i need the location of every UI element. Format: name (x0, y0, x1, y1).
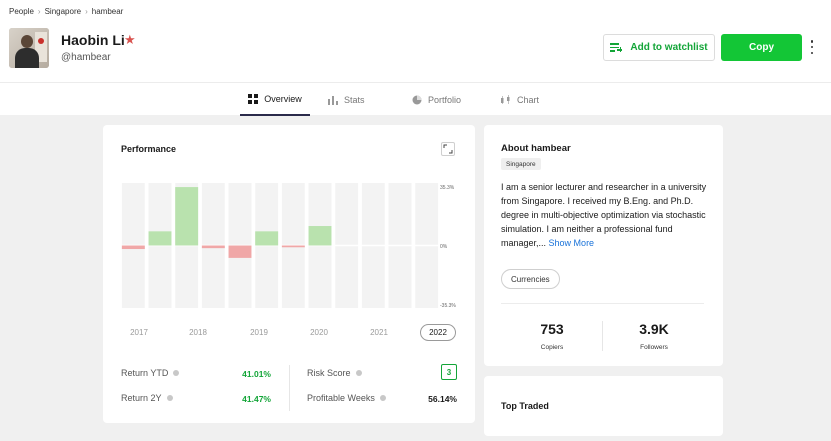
tab-overview[interactable]: Overview (240, 83, 310, 116)
followers-label: Followers (640, 344, 668, 351)
bar-month-7[interactable] (281, 245, 305, 248)
followers-value: 3.9K (639, 321, 669, 337)
watchlist-add-icon (610, 43, 623, 52)
copy-button[interactable]: Copy (721, 34, 802, 61)
about-bio: I am a senior lecturer and researcher in… (501, 180, 711, 250)
return-ytd-value: 41.01% (242, 369, 271, 379)
year-2018[interactable]: 2018 (189, 328, 207, 337)
info-icon[interactable] (173, 370, 180, 376)
year-2019[interactable]: 2019 (250, 328, 268, 337)
year-2022[interactable]: 2022 (420, 324, 456, 341)
currencies-tag[interactable]: Currencies (501, 269, 560, 289)
info-icon[interactable] (379, 395, 386, 401)
tab-stats[interactable]: Stats (328, 83, 365, 116)
country-badge: Singapore (501, 158, 541, 170)
return-2y-label: Return 2Y (121, 393, 173, 403)
performance-title: Performance (121, 144, 177, 154)
copiers-label: Copiers (540, 344, 564, 351)
bar-month-3[interactable] (175, 187, 199, 246)
bio-text: I am a senior lecturer and researcher in… (501, 182, 707, 248)
metric-divider (602, 321, 603, 351)
top-traded-title: Top Traded (501, 401, 549, 411)
grid-icon (248, 93, 259, 104)
performance-chart (120, 183, 440, 308)
about-title: About hambear (501, 143, 571, 154)
performance-card: Performance 35.3% 0% -35.3% 2017 2018 20… (103, 125, 475, 423)
pie-chart-icon (412, 95, 422, 104)
profile-tabs: Overview Stats Portfolio Chart (0, 82, 831, 116)
bar-month-4[interactable] (201, 245, 225, 249)
copiers-value: 753 (540, 321, 564, 337)
risk-score-text: Risk Score (307, 368, 351, 378)
tab-chart-label: Chart (517, 94, 540, 105)
tab-stats-label: Stats (344, 94, 365, 105)
year-2021[interactable]: 2021 (370, 328, 388, 337)
add-to-watchlist-button[interactable]: Add to watchlist (603, 34, 715, 61)
about-divider (501, 303, 704, 304)
return-2y-value: 41.47% (242, 394, 271, 404)
about-card: About hambear Singapore I am a senior le… (484, 125, 723, 366)
candlestick-icon (501, 94, 510, 104)
breadcrumb-people[interactable]: People (9, 7, 34, 16)
return-2y-text: Return 2Y (121, 393, 162, 403)
expand-icon[interactable] (441, 142, 455, 156)
top-traded-card: Top Traded (484, 376, 723, 436)
tab-chart[interactable]: Chart (500, 83, 539, 116)
avatar (9, 28, 49, 68)
y-tick-zero: 0% (440, 244, 448, 250)
breadcrumb-country[interactable]: Singapore (44, 7, 82, 16)
tab-portfolio-label: Portfolio (428, 94, 462, 105)
breadcrumb-user: hambear (91, 7, 124, 16)
watchlist-label: Add to watchlist (630, 42, 708, 53)
tab-overview-label: Overview (264, 93, 302, 104)
profile-name: Haobin Li (61, 32, 125, 48)
profitable-weeks-text: Profitable Weeks (307, 393, 375, 403)
info-icon[interactable] (355, 370, 362, 376)
profitable-weeks-label: Profitable Weeks (307, 393, 386, 403)
bar-month-5[interactable] (228, 245, 252, 258)
bar-month-1[interactable] (121, 245, 145, 250)
breadcrumb: People › Singapore › hambear (9, 7, 123, 16)
risk-score-label: Risk Score (307, 368, 362, 378)
bar-chart-icon (328, 95, 338, 105)
y-tick-top: 35.3% (440, 185, 455, 191)
bar-month-2[interactable] (148, 231, 172, 246)
show-more-link[interactable]: Show More (548, 238, 595, 248)
stats-divider (289, 365, 290, 411)
return-ytd-label: Return YTD (121, 368, 180, 378)
profile-header: People › Singapore › hambear Haobin Li ★… (0, 0, 831, 116)
more-options-icon[interactable] (810, 40, 814, 54)
tab-portfolio[interactable]: Portfolio (412, 83, 461, 116)
y-tick-bottom: -35.3% (440, 303, 456, 309)
year-2017[interactable]: 2017 (130, 328, 148, 337)
star-icon: ★ (124, 32, 136, 47)
chevron-right-icon: › (37, 7, 41, 16)
risk-score-badge: 3 (441, 364, 457, 380)
info-icon[interactable] (166, 395, 173, 401)
bar-month-8[interactable] (308, 226, 332, 246)
profitable-weeks-value: 56.14% (428, 394, 457, 404)
year-2020[interactable]: 2020 (310, 328, 328, 337)
profile-handle: @hambear (61, 52, 111, 63)
return-ytd-text: Return YTD (121, 368, 169, 378)
bar-month-6[interactable] (255, 231, 279, 246)
chevron-right-icon: › (85, 7, 88, 16)
